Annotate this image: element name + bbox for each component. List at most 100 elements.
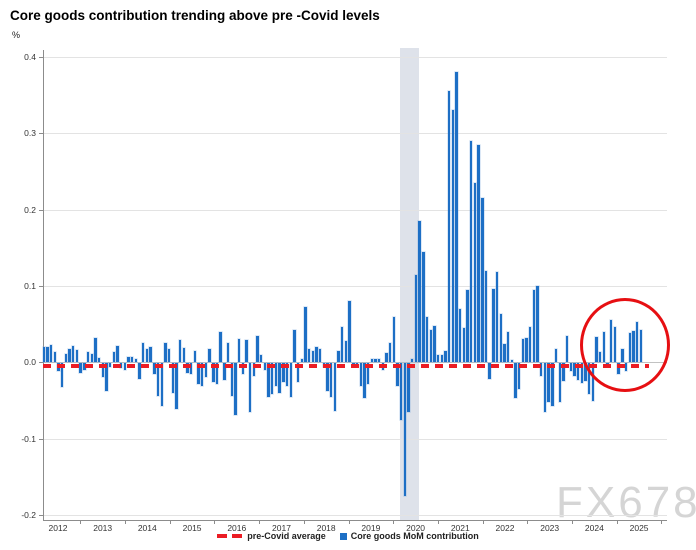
bar [447, 91, 451, 363]
bar [230, 362, 233, 396]
x-axis-tick [80, 519, 82, 524]
bar [573, 362, 576, 377]
y-axis-tick-label: 0.1 [24, 281, 36, 291]
bar [315, 347, 318, 363]
bar [396, 362, 399, 386]
bar [153, 362, 156, 375]
bar [576, 362, 580, 381]
legend-item-core-goods: Core goods MoM contribution [339, 531, 479, 541]
bar [75, 350, 79, 363]
x-axis-tick [437, 519, 439, 524]
bar [145, 348, 149, 363]
bar [547, 362, 550, 402]
bar [363, 362, 366, 398]
x-axis-year-label: 2012 [48, 523, 68, 533]
bar [68, 348, 71, 363]
bar [429, 330, 432, 363]
bar [403, 362, 407, 497]
bar [558, 362, 561, 402]
bar [333, 362, 337, 411]
bar [470, 140, 473, 363]
bar [142, 343, 145, 363]
bar [495, 272, 499, 363]
bar [462, 328, 466, 363]
bar [484, 270, 488, 363]
bar [374, 358, 377, 363]
bar [271, 362, 274, 395]
x-axis-tick [661, 519, 663, 524]
x-axis-tick [259, 519, 261, 524]
bar [473, 182, 477, 363]
bar [215, 362, 219, 385]
bar [97, 357, 101, 363]
bar [304, 306, 307, 363]
bar [514, 362, 517, 398]
bar [444, 350, 447, 363]
y-axis-tick [38, 362, 43, 364]
bar [536, 286, 539, 363]
x-axis-year-label: 2019 [361, 523, 381, 533]
bar [167, 348, 171, 363]
y-axis-tick-label: 0.0 [24, 357, 36, 368]
bar [517, 362, 521, 390]
bar [112, 352, 115, 363]
bar [307, 349, 311, 363]
bar [318, 348, 322, 363]
x-axis-year-label: 2023 [540, 523, 560, 533]
bar [101, 362, 104, 378]
bar [156, 362, 160, 396]
bar [587, 362, 591, 395]
bar [521, 339, 525, 363]
bar [49, 344, 53, 363]
legend-label: Core goods MoM contribution [350, 531, 479, 541]
bar [344, 340, 348, 363]
bar [248, 362, 252, 412]
bar [562, 362, 565, 382]
bar [190, 362, 193, 375]
bar [422, 251, 425, 363]
x-axis-tick [214, 519, 216, 524]
bar [580, 362, 583, 384]
bar [366, 362, 370, 385]
x-axis-tick [482, 519, 484, 524]
gridline [42, 133, 667, 135]
bar [407, 362, 410, 413]
x-axis-tick [125, 519, 126, 524]
pre-covid-average-line [42, 364, 649, 368]
bar [330, 362, 333, 398]
bar [64, 353, 68, 363]
bar [86, 351, 90, 363]
bar [337, 350, 340, 363]
bar [282, 362, 285, 382]
bar [311, 350, 314, 363]
bar [433, 326, 436, 363]
bar [300, 358, 303, 363]
bar [260, 355, 263, 363]
y-axis-tick [38, 286, 43, 287]
bar [289, 362, 292, 398]
y-axis-tick-label: -0.1 [21, 433, 36, 444]
bar [525, 337, 528, 363]
bar [212, 362, 215, 382]
gridline [42, 362, 667, 364]
blue-square-icon [339, 532, 347, 540]
y-axis-tick [38, 209, 43, 211]
bar [116, 346, 119, 363]
bar [134, 359, 138, 363]
bar [359, 362, 362, 386]
bar [529, 327, 532, 363]
x-axis-year-label: 2020 [406, 523, 426, 533]
bar [532, 289, 536, 363]
bar [127, 357, 130, 363]
bar [252, 362, 256, 376]
x-axis-tick [616, 519, 618, 524]
x-axis-tick [572, 519, 573, 524]
bar [46, 347, 49, 363]
bar [94, 337, 97, 363]
bar [565, 336, 569, 363]
y-axis-tick-label: -0.2 [21, 510, 36, 520]
bar [204, 362, 208, 378]
x-axis-year-label: 2016 [227, 523, 247, 533]
bar [175, 362, 178, 409]
